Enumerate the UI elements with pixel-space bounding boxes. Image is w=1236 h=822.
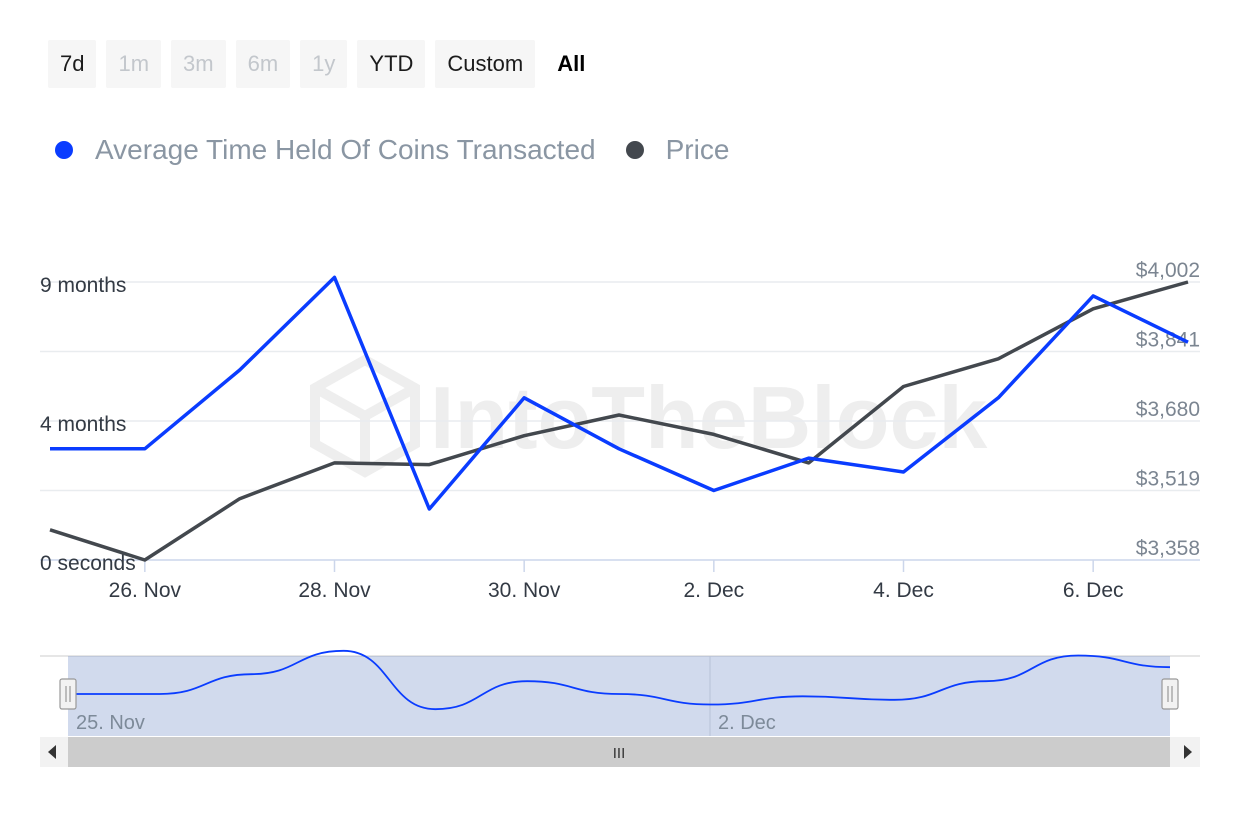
scrollbar-grip-icon: III [613, 745, 626, 762]
avg-time-legend-marker [55, 141, 73, 159]
navigator: 25. Nov 2. Dec III [40, 649, 1200, 767]
range-selector: 7d 1m 3m 6m 1y YTD Custom All [48, 40, 597, 88]
navigator-label: 25. Nov [76, 712, 145, 734]
range-button-6m[interactable]: 6m [235, 40, 291, 88]
right-axis-tick-label: $4,002 [1136, 259, 1200, 282]
right-axis-tick-label: $3,841 [1136, 329, 1200, 352]
legend-item-avg-time-held[interactable]: Average Time Held Of Coins Transacted [55, 134, 596, 166]
watermark-icon [310, 354, 420, 478]
range-button-7d[interactable]: 7d [48, 40, 97, 88]
range-button-1y[interactable]: 1y [300, 40, 348, 88]
range-button-3m[interactable]: 3m [171, 40, 226, 88]
grid-lines [40, 281, 1200, 561]
x-axis-tick-label: 28. Nov [298, 579, 371, 602]
range-button-1m[interactable]: 1m [106, 40, 162, 88]
range-button-all[interactable]: All [557, 51, 586, 76]
y-axis-left: 0 seconds 4 months 9 months [40, 274, 136, 575]
avg-time-held-line[interactable] [50, 275, 1189, 511]
x-axis: 26. Nov 28. Nov 30. Nov 2. Dec 4. Dec 6. Dec [109, 560, 1124, 602]
range-button-custom[interactable]: Custom [435, 40, 536, 88]
chart-legend: Average Time Held Of Coins Transacted Pr… [55, 134, 759, 166]
watermark-text: IntoTheBlock [430, 368, 988, 467]
x-axis-tick-label: 2. Dec [683, 579, 744, 602]
right-axis-tick-label: $3,358 [1136, 537, 1200, 560]
range-button-ytd[interactable]: YTD [357, 40, 426, 88]
y-axis-right: $3,358 $3,519 $3,680 $3,841 $4,002 [1136, 259, 1200, 560]
scrollbar-thumb[interactable] [68, 737, 1170, 767]
series-lines [49, 275, 1189, 562]
price-legend-label: Price [665, 134, 730, 165]
x-axis-tick-label: 6. Dec [1063, 579, 1124, 602]
navigator-right-handle[interactable] [1161, 678, 1179, 710]
price-line[interactable] [49, 280, 1189, 562]
right-axis-tick-label: $3,519 [1136, 468, 1200, 491]
avg-time-legend-label: Average Time Held Of Coins Transacted [95, 134, 596, 165]
right-axis-tick-label: $3,680 [1136, 398, 1200, 421]
navigator-selection[interactable] [68, 656, 1170, 736]
scroll-left-arrow-icon[interactable] [48, 745, 56, 759]
legend-item-price[interactable]: Price [625, 134, 730, 166]
navigator-series-line [67, 649, 1171, 711]
x-axis-tick-label: 30. Nov [488, 579, 561, 602]
left-axis-tick-label: 0 seconds [40, 552, 136, 575]
x-axis-tick-label: 26. Nov [109, 579, 182, 602]
left-axis-tick-label: 4 months [40, 413, 126, 436]
watermark-logo: IntoTheBlock [310, 354, 988, 478]
left-axis-tick-label: 9 months [40, 274, 126, 297]
navigator-label: 2. Dec [718, 712, 776, 734]
navigator-left-handle[interactable] [59, 678, 77, 710]
x-axis-tick-label: 4. Dec [873, 579, 934, 602]
scroll-right-arrow-icon[interactable] [1184, 745, 1192, 759]
price-legend-marker [625, 141, 644, 159]
navigator-scrollbar[interactable]: III [40, 737, 1200, 767]
